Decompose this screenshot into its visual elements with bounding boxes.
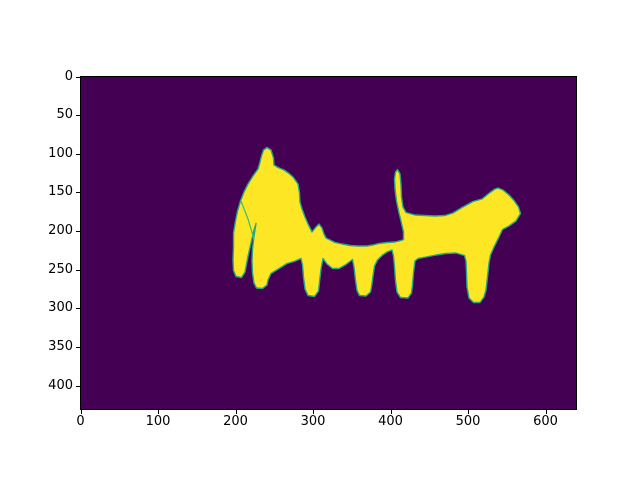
x-tick-mark	[80, 410, 82, 414]
segmentation-mask-image	[232, 146, 522, 304]
y-tick-label: 0	[64, 68, 73, 84]
x-tick-label: 200	[223, 414, 248, 429]
x-tick-label: 300	[300, 414, 326, 429]
segmentation-mask-shape	[232, 146, 522, 304]
y-tick-mark	[76, 308, 80, 310]
x-tick-mark	[545, 410, 547, 414]
y-tick-mark	[76, 192, 80, 194]
y-tick-label: 150	[48, 184, 73, 200]
y-tick-mark	[76, 385, 80, 387]
x-tick-mark	[235, 410, 237, 414]
x-tick-label: 500	[455, 414, 481, 429]
x-tick-mark	[313, 410, 314, 414]
x-tick-label: 600	[533, 414, 558, 429]
y-tick-label: 250	[48, 261, 73, 277]
y-tick-mark	[76, 347, 80, 349]
y-tick-mark	[76, 76, 80, 78]
y-tick-label: 200	[48, 223, 73, 239]
y-tick-mark	[76, 153, 80, 155]
x-tick-label: 100	[145, 414, 171, 429]
y-tick-label: 400	[48, 377, 73, 393]
x-tick-mark	[158, 410, 159, 414]
x-tick-label: 400	[378, 414, 403, 429]
plot-area	[80, 76, 577, 410]
y-tick-label: 100	[48, 145, 73, 161]
x-tick-mark	[468, 410, 469, 414]
y-tick-label: 300	[48, 300, 73, 316]
x-tick-mark	[390, 410, 392, 414]
y-tick-label: 50	[56, 107, 73, 123]
y-tick-label: 350	[48, 339, 73, 355]
mask-seam-line	[240, 200, 255, 240]
y-tick-mark	[76, 269, 80, 271]
y-tick-mark	[76, 115, 80, 117]
y-tick-mark	[76, 231, 80, 233]
x-tick-label: 0	[76, 414, 85, 429]
